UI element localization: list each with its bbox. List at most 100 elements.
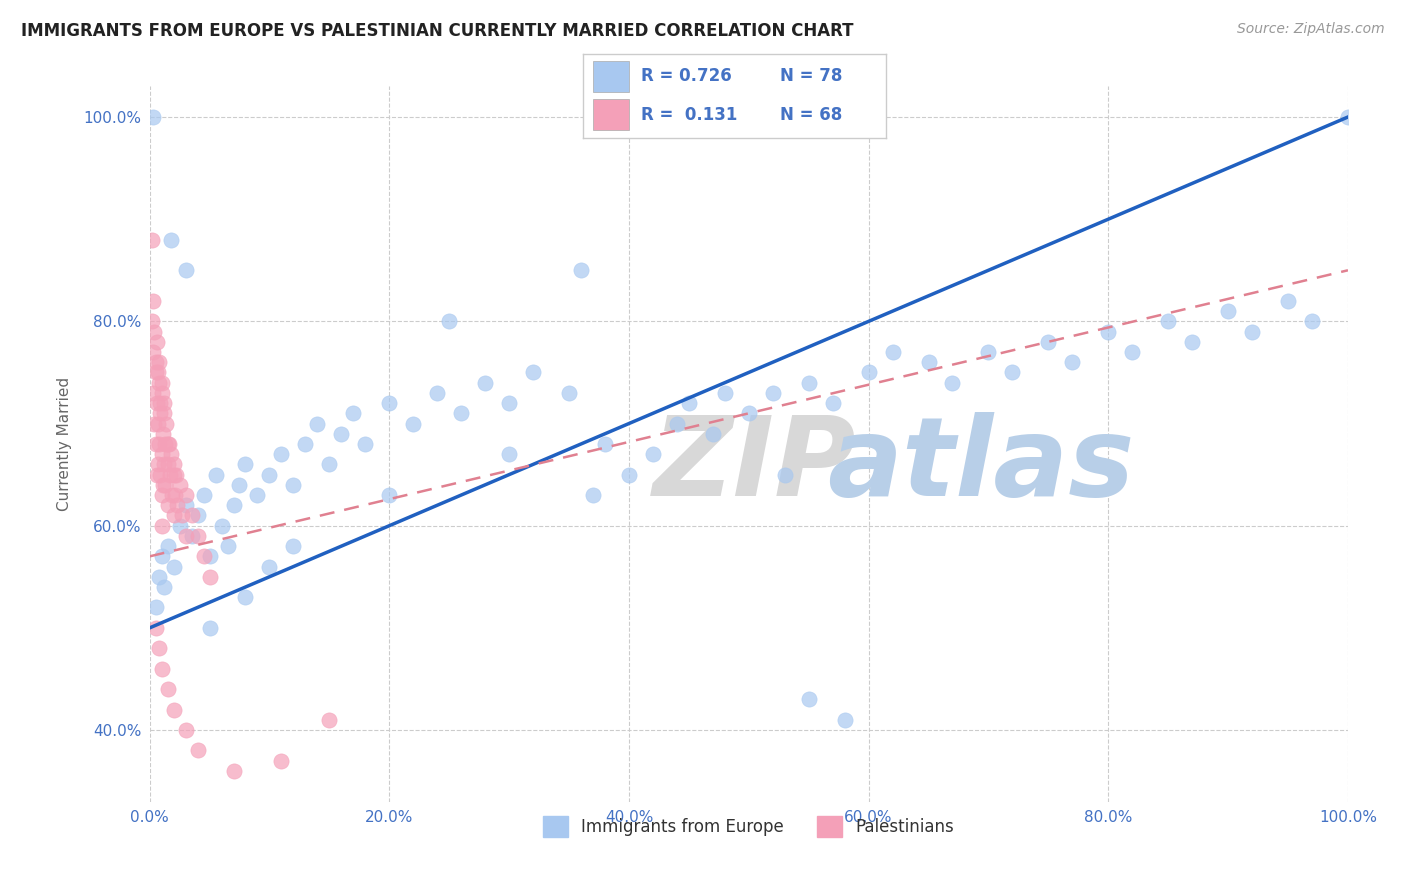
Point: [235, 591, 257, 605]
Point: [294, 437, 316, 451]
Point: [187, 508, 209, 523]
Point: [174, 263, 197, 277]
Point: [246, 488, 269, 502]
Point: [198, 570, 221, 584]
Point: [917, 355, 939, 369]
Point: [193, 549, 215, 564]
Point: [259, 467, 281, 482]
Point: [162, 559, 184, 574]
Point: [148, 437, 170, 451]
Point: [160, 233, 183, 247]
Point: [142, 345, 165, 359]
Point: [228, 478, 250, 492]
Point: [858, 366, 880, 380]
Point: [714, 385, 737, 400]
Point: [174, 488, 197, 502]
Point: [180, 508, 202, 523]
Point: [402, 417, 425, 431]
Point: [162, 458, 184, 472]
Point: [169, 518, 191, 533]
Point: [582, 488, 605, 502]
Point: [498, 396, 520, 410]
Point: [148, 641, 170, 656]
Point: [160, 447, 183, 461]
Point: [142, 293, 165, 308]
Point: [148, 376, 170, 390]
Point: [162, 703, 184, 717]
Point: [150, 662, 173, 676]
Point: [174, 498, 197, 512]
Point: [522, 366, 544, 380]
Point: [142, 110, 165, 124]
Point: [270, 447, 292, 461]
Point: [198, 549, 221, 564]
Text: IMMIGRANTS FROM EUROPE VS PALESTINIAN CURRENTLY MARRIED CORRELATION CHART: IMMIGRANTS FROM EUROPE VS PALESTINIAN CU…: [21, 22, 853, 40]
Point: [198, 621, 221, 635]
Point: [941, 376, 963, 390]
Point: [187, 529, 209, 543]
Point: [558, 385, 581, 400]
Point: [163, 488, 186, 502]
Point: [617, 467, 640, 482]
Point: [148, 355, 170, 369]
Point: [797, 376, 820, 390]
Point: [217, 539, 239, 553]
Point: [145, 600, 167, 615]
Point: [156, 682, 179, 697]
Text: N = 78: N = 78: [780, 68, 842, 86]
Point: [150, 447, 173, 461]
Legend: Immigrants from Europe, Palestinians: Immigrants from Europe, Palestinians: [536, 810, 962, 843]
Point: [152, 478, 174, 492]
Point: [1001, 366, 1024, 380]
Point: [146, 334, 169, 349]
Point: [145, 366, 167, 380]
Point: [270, 754, 292, 768]
Point: [153, 406, 176, 420]
Point: [169, 478, 191, 492]
Point: [143, 325, 166, 339]
Point: [1181, 334, 1204, 349]
Point: [354, 437, 377, 451]
Point: [149, 406, 172, 420]
Point: [834, 713, 856, 727]
Point: [141, 233, 163, 247]
Point: [142, 385, 165, 400]
Point: [378, 396, 401, 410]
Point: [146, 396, 169, 410]
Bar: [592, 99, 628, 130]
Point: [150, 518, 173, 533]
Point: [1277, 293, 1299, 308]
Point: [145, 621, 167, 635]
Text: N = 68: N = 68: [780, 105, 842, 123]
Text: Source: ZipAtlas.com: Source: ZipAtlas.com: [1237, 22, 1385, 37]
Point: [157, 437, 180, 451]
Point: [146, 458, 169, 472]
Point: [977, 345, 1000, 359]
Point: [283, 478, 305, 492]
Point: [187, 743, 209, 757]
Y-axis label: Currently Married: Currently Married: [58, 377, 72, 511]
Point: [156, 437, 179, 451]
Point: [146, 366, 169, 380]
Point: [145, 355, 167, 369]
Point: [1062, 355, 1084, 369]
Point: [1038, 334, 1060, 349]
Point: [153, 458, 176, 472]
Point: [153, 478, 176, 492]
Point: [159, 467, 181, 482]
Point: [474, 376, 496, 390]
Point: [143, 417, 166, 431]
Point: [773, 467, 796, 482]
Point: [678, 396, 700, 410]
Point: [152, 426, 174, 441]
Point: [174, 529, 197, 543]
Bar: [592, 62, 628, 92]
Point: [437, 314, 460, 328]
Point: [222, 764, 245, 778]
Point: [283, 539, 305, 553]
Point: [153, 396, 176, 410]
Point: [1337, 110, 1360, 124]
Text: R = 0.726: R = 0.726: [641, 68, 731, 86]
Point: [153, 580, 176, 594]
Point: [426, 385, 449, 400]
